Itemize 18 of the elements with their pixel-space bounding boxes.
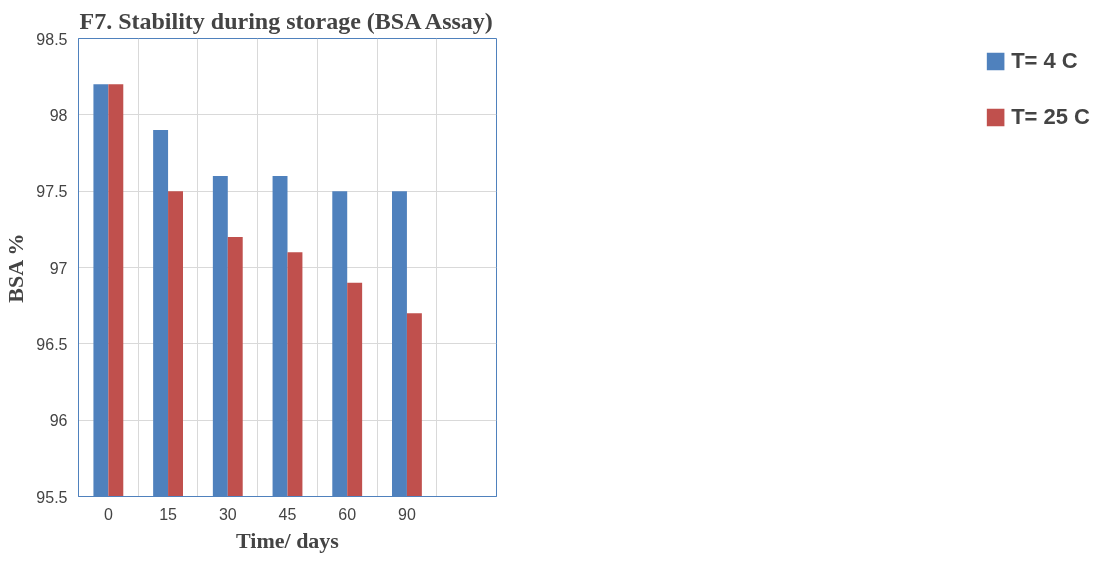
x-tick-label: 60 [338,505,357,523]
y-tick-label: 95.5 [36,488,68,506]
x-axis-title: Time/ days [236,527,340,553]
x-tick-label: 90 [398,505,416,523]
y-tick-label: 96.5 [36,335,68,353]
x-tick-label: 0 [103,505,113,523]
chart-title: F7. Stability during storage (BSA Assay) [79,7,493,34]
x-tick-label: 15 [159,505,178,523]
y-tick-label: 98 [49,106,68,124]
legend-label: T= 25 C [1011,104,1090,130]
y-tick-label: 97 [49,259,68,277]
x-tick-label: 30 [218,505,237,523]
y-axis-title: BSA % [3,233,29,303]
x-tick-label: 45 [278,505,297,523]
y-tick-label: 98.5 [36,30,68,48]
legend-label: T= 4 C [1011,48,1078,74]
y-tick-label: 96 [49,412,68,430]
y-tick-label: 97.5 [36,183,68,201]
